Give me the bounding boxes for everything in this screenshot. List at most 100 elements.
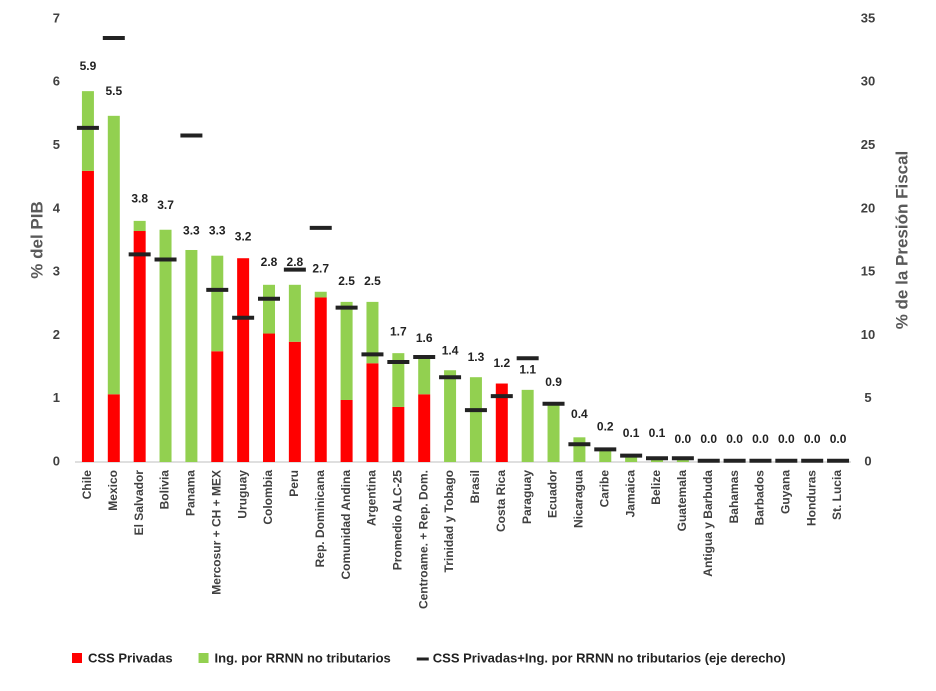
total-label: 1.1 — [519, 363, 536, 377]
x-tick-label: Caribe — [597, 470, 611, 508]
bar-segment — [418, 357, 431, 395]
y2-tick-label: 5 — [864, 390, 871, 405]
x-tick-label: Comunidad Andina — [339, 470, 353, 580]
x-tick-label: Promedio ALC-25 — [391, 470, 405, 571]
bar-segment — [676, 460, 689, 462]
x-tick-label: Uruguay — [235, 470, 249, 519]
x-tick-label: Nicaragua — [572, 470, 586, 528]
bar-segment — [366, 363, 379, 462]
total-label: 1.4 — [442, 344, 459, 358]
y2-axis-title: % de la Presión Fiscal — [892, 151, 911, 330]
bar-segment — [340, 399, 353, 462]
bar-segment — [392, 353, 405, 407]
x-tick-label: Mercosur + CH + MEX — [209, 470, 223, 595]
x-tick-label: Guatemala — [675, 470, 689, 532]
bar-segment — [573, 437, 586, 462]
bar-segment — [418, 394, 431, 462]
bar-segment — [133, 231, 146, 462]
bar-segment — [625, 456, 638, 462]
x-tick-label: Rep. Dominicana — [313, 470, 327, 568]
x-tick-label: Guyana — [779, 470, 793, 514]
bar-segment — [107, 394, 120, 462]
bar-segment — [237, 258, 250, 462]
x-tick-label: Belize — [649, 470, 663, 505]
bar-segment — [495, 383, 508, 462]
x-tick-label: Trinidad y Tobago — [442, 470, 456, 572]
y2-tick-label: 0 — [864, 453, 871, 468]
x-tick-label: Costa Rica — [494, 470, 508, 532]
total-label: 0.0 — [804, 432, 821, 446]
total-label: 3.2 — [235, 230, 252, 244]
total-label: 0.0 — [830, 432, 847, 446]
x-tick-label: Antigua y Barbuda — [701, 470, 715, 577]
y-tick-label: 1 — [53, 390, 60, 405]
total-label: 0.1 — [649, 426, 666, 440]
total-label: 3.3 — [209, 223, 226, 237]
total-label: 1.7 — [390, 325, 407, 339]
bar-segment — [159, 229, 172, 462]
y-tick-label: 3 — [53, 264, 60, 279]
bar-segment — [444, 370, 457, 462]
total-label: 0.4 — [571, 407, 588, 421]
bar-segment — [263, 284, 275, 334]
bar-segment — [133, 220, 146, 232]
total-label: 1.2 — [493, 356, 510, 370]
total-label: 2.5 — [364, 274, 381, 288]
bar-segment — [547, 403, 560, 462]
x-tick-label: Honduras — [804, 470, 818, 526]
y-tick-label: 6 — [53, 74, 60, 89]
x-tick-label: Ecuador — [546, 470, 560, 518]
total-label: 0.0 — [726, 432, 743, 446]
total-label: 3.7 — [157, 198, 174, 212]
x-tick-label: Mexico — [106, 470, 120, 511]
y2-tick-label: 35 — [861, 10, 875, 25]
bar-segment — [81, 170, 94, 462]
bar-segment — [107, 115, 120, 395]
x-tick-label: Jamaica — [623, 470, 637, 518]
y2-tick-label: 15 — [861, 264, 875, 279]
y-tick-label: 2 — [53, 327, 60, 342]
total-label: 0.2 — [597, 420, 614, 434]
bar-segment — [288, 341, 301, 462]
legend-swatch — [72, 653, 82, 663]
total-label: 0.0 — [752, 432, 769, 446]
y2-tick-label: 20 — [861, 200, 875, 215]
bar-segment — [211, 255, 224, 352]
total-label: 3.8 — [131, 192, 148, 206]
bar-segment — [599, 450, 612, 462]
x-tick-label: El Salvador — [132, 470, 146, 536]
total-label: 0.1 — [623, 426, 640, 440]
legend-label: CSS Privadas — [88, 650, 173, 665]
x-tick-label: Colombia — [261, 470, 275, 525]
y2-tick-label: 25 — [861, 137, 875, 152]
legend-swatch — [198, 653, 209, 663]
bar-segment — [340, 301, 353, 400]
bar-segment — [314, 297, 327, 462]
bar-segment — [263, 333, 275, 462]
x-tick-label: Paraguay — [520, 470, 534, 524]
bar-segment — [81, 91, 94, 171]
x-tick-label: Brasil — [468, 470, 482, 503]
total-label: 0.0 — [778, 432, 795, 446]
total-label: 0.9 — [545, 375, 562, 389]
x-tick-label: St. Lucia — [830, 470, 844, 520]
bar-segment — [314, 291, 327, 298]
total-label: 2.7 — [312, 261, 329, 275]
x-tick-label: Panama — [184, 470, 198, 516]
bar-segment — [185, 249, 198, 462]
y-tick-label: 7 — [53, 10, 60, 25]
x-tick-label: Argentina — [365, 470, 379, 526]
total-label: 2.8 — [261, 255, 278, 269]
total-label: 0.0 — [700, 432, 717, 446]
y-axis-title: % del PIB — [27, 201, 46, 278]
total-label: 3.3 — [183, 223, 200, 237]
y2-tick-label: 30 — [861, 74, 875, 89]
x-tick-label: Peru — [287, 470, 301, 497]
x-tick-label: Barbados — [753, 470, 767, 526]
total-label: 0.0 — [675, 432, 692, 446]
legend-label: CSS Privadas+Ing. por RRNN no tributario… — [433, 650, 786, 665]
total-label: 2.5 — [338, 274, 355, 288]
total-label: 5.9 — [80, 59, 97, 73]
bar-segment — [392, 406, 405, 462]
